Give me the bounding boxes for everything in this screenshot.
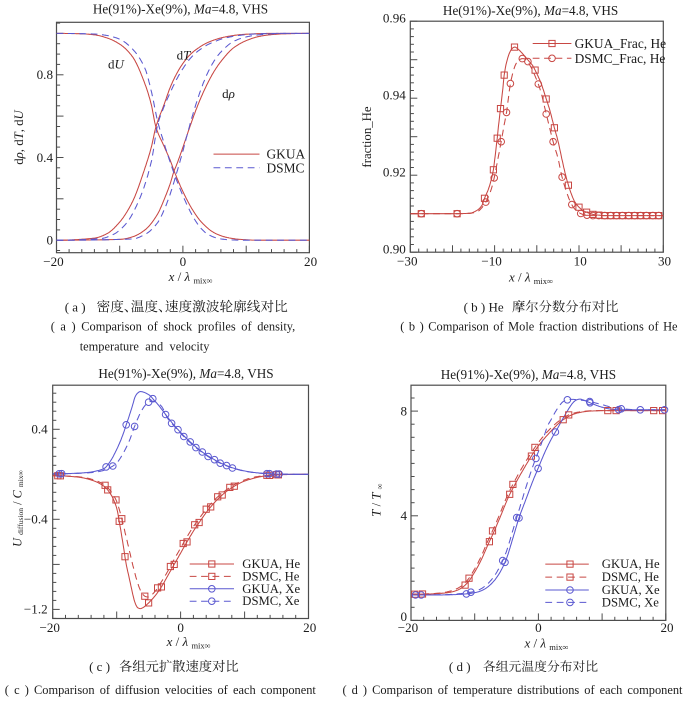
svg-text:fraction_He: fraction_He [360, 106, 374, 167]
svg-text:dU: dU [108, 57, 126, 72]
svg-text:30: 30 [658, 254, 672, 269]
svg-text:4: 4 [400, 508, 407, 523]
svg-text:DSMC_Frac, He: DSMC_Frac, He [575, 51, 666, 66]
svg-text:DSMC, Xe: DSMC, Xe [602, 595, 659, 609]
svg-text:0: 0 [400, 609, 407, 624]
svg-text:DSMC, Xe: DSMC, Xe [242, 594, 299, 608]
svg-text:( c ): ( c ) [89, 659, 110, 674]
svg-text:0.8: 0.8 [37, 67, 54, 82]
svg-text:−20: −20 [398, 620, 419, 635]
svg-text:T / T ∞: T / T ∞ [370, 483, 385, 516]
svg-text:0: 0 [180, 254, 187, 269]
svg-text:He(91%)-Xe(9%), Ma=4.8, VHS: He(91%)-Xe(9%), Ma=4.8, VHS [93, 2, 268, 17]
svg-text:He(91%)-Xe(9%), Ma=4.8, VHS: He(91%)-Xe(9%), Ma=4.8, VHS [441, 367, 616, 382]
svg-text:DSMC, He: DSMC, He [242, 569, 299, 583]
svg-text:dT: dT [177, 47, 192, 62]
svg-text:0.4: 0.4 [37, 150, 54, 165]
svg-text:He(91%)-Xe(9%), Ma=4.8, VHS: He(91%)-Xe(9%), Ma=4.8, VHS [443, 3, 618, 18]
svg-text:( d ): ( d ) [449, 659, 471, 674]
svg-text:( a ): ( a ) [65, 299, 86, 314]
svg-text:GKUA_Frac, He: GKUA_Frac, He [575, 36, 667, 51]
svg-text:0: 0 [535, 620, 542, 635]
svg-text:dρ, dT, dU: dρ, dT, dU [12, 109, 26, 164]
svg-text:0.94: 0.94 [383, 88, 406, 103]
svg-text:0.92: 0.92 [383, 165, 406, 180]
svg-text:0: 0 [46, 233, 53, 248]
svg-text:0.4: 0.4 [31, 422, 48, 437]
svg-text:20: 20 [304, 254, 318, 269]
svg-text:GKUA, He: GKUA, He [602, 557, 660, 571]
svg-text:20: 20 [660, 620, 674, 635]
svg-text:0: 0 [177, 620, 184, 635]
svg-text:DSMC, He: DSMC, He [602, 570, 659, 584]
svg-text:−20: −20 [39, 620, 60, 635]
svg-text:−1.2: −1.2 [24, 602, 48, 617]
svg-text:( c ) Comparison of diffusion: ( c ) Comparison of diffusion velocities… [5, 683, 317, 697]
svg-text:He(91%)-Xe(9%), Ma=4.8, VHS: He(91%)-Xe(9%), Ma=4.8, VHS [98, 366, 273, 381]
svg-text:−0.4: −0.4 [24, 512, 48, 527]
svg-text:U diffusion / C mix∞: U diffusion / C mix∞ [11, 470, 26, 547]
svg-text:−10: −10 [481, 254, 502, 269]
svg-text:GKUA, Xe: GKUA, Xe [602, 583, 660, 597]
svg-text:10: 10 [574, 254, 588, 269]
svg-text:0.90: 0.90 [383, 242, 406, 257]
svg-text:20: 20 [303, 620, 317, 635]
svg-text:GKUA: GKUA [267, 147, 306, 162]
svg-text:−30: −30 [397, 254, 418, 269]
svg-text:( b ) He: ( b ) He [464, 299, 504, 314]
svg-text:dρ: dρ [222, 86, 235, 101]
svg-text:temperature and velocity: temperature and velocity [80, 340, 211, 354]
svg-text:−20: −20 [43, 254, 64, 269]
svg-text:( b ) Comparison of Mole fract: ( b ) Comparison of Mole fraction distri… [400, 319, 678, 333]
svg-text:DSMC: DSMC [267, 160, 305, 175]
svg-text:GKUA, He: GKUA, He [242, 557, 300, 571]
svg-text:8: 8 [400, 403, 407, 418]
svg-text:( d ) Comparison of temperatur: ( d ) Comparison of temperature distribu… [343, 683, 684, 697]
svg-text:GKUA, Xe: GKUA, Xe [242, 582, 300, 596]
svg-text:0.96: 0.96 [383, 11, 406, 26]
svg-text:( a ) Comparison of shock prof: ( a ) Comparison of shock profiles of de… [51, 319, 296, 333]
